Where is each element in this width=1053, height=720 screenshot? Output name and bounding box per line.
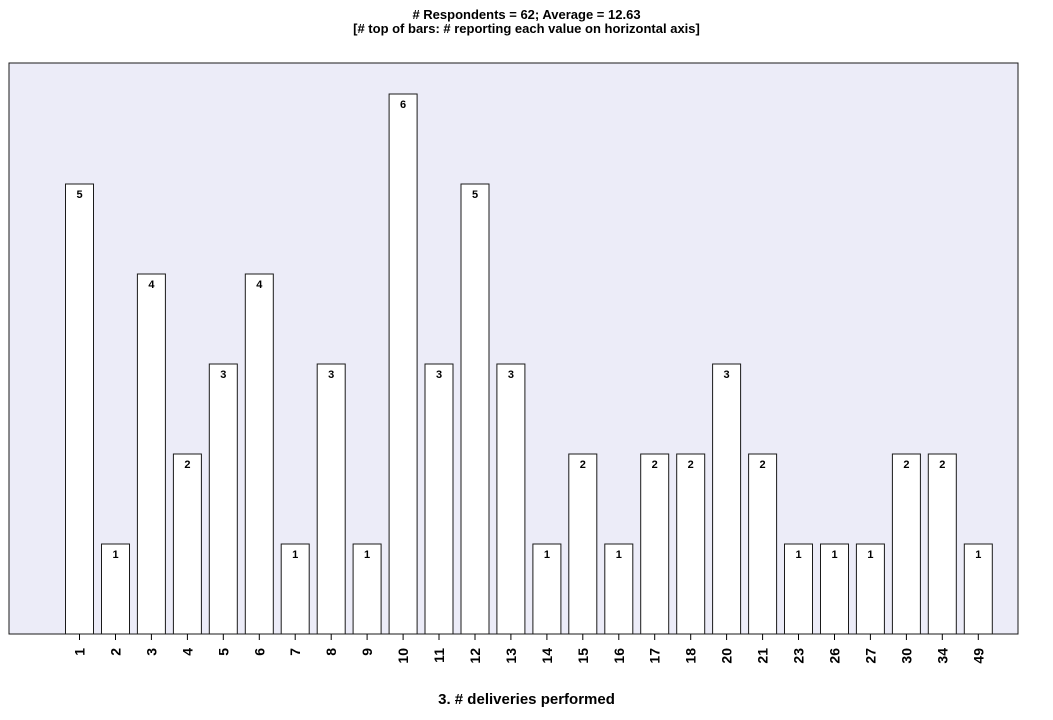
- data-label-4: 2: [184, 459, 190, 471]
- x-tick-label-12: 12: [467, 648, 483, 664]
- data-label-17: 2: [652, 459, 658, 471]
- bar-6: [244, 273, 274, 635]
- x-tick-label-4: 4: [179, 648, 195, 656]
- data-label-34: 2: [939, 459, 945, 471]
- bar-27: [855, 543, 885, 635]
- x-tick-label-11: 11: [431, 648, 447, 663]
- data-label-30: 2: [903, 459, 909, 471]
- data-label-12: 5: [472, 189, 478, 201]
- x-tick-label-34: 34: [934, 648, 950, 664]
- x-tick-label-26: 26: [827, 648, 843, 664]
- data-label-15: 2: [580, 459, 586, 471]
- data-label-6: 4: [256, 279, 263, 291]
- bar-15: [568, 453, 598, 635]
- data-label-1: 5: [76, 189, 82, 201]
- bar-13: [496, 363, 526, 635]
- data-label-11: 3: [436, 369, 442, 381]
- bar-26: [820, 543, 849, 635]
- bar-18: [676, 453, 706, 635]
- bar-34: [927, 453, 957, 635]
- data-label-7: 1: [292, 549, 298, 561]
- data-label-13: 3: [508, 369, 514, 381]
- x-tick-label-5: 5: [215, 648, 231, 656]
- data-label-18: 2: [688, 459, 694, 471]
- x-tick-label-1: 1: [72, 648, 88, 656]
- x-tick-label-17: 17: [647, 648, 663, 664]
- x-tick-label-18: 18: [683, 648, 699, 664]
- bar-1: [65, 183, 94, 635]
- data-label-14: 1: [544, 549, 550, 561]
- x-tick-label-2: 2: [108, 648, 124, 656]
- data-label-20: 3: [724, 369, 730, 381]
- bar-30: [891, 453, 921, 635]
- bar-4: [172, 453, 202, 635]
- bars-group: 5 1 4 2 3 4 1 3 1 6 3 5 3 1 2 1 2 2 3 2 1 1 1 2 2 1: [65, 93, 993, 635]
- bar-7: [280, 543, 310, 635]
- bar-3: [136, 273, 166, 635]
- bar-17: [640, 453, 670, 635]
- x-tick-label-27: 27: [862, 648, 878, 664]
- data-label-27: 1: [867, 549, 873, 561]
- data-label-5: 3: [220, 369, 226, 381]
- data-label-49: 1: [975, 549, 981, 561]
- data-label-9: 1: [364, 549, 370, 561]
- bar-20: [712, 363, 742, 635]
- data-label-16: 1: [616, 549, 622, 561]
- bar-21: [748, 453, 778, 635]
- data-label-10: 6: [400, 99, 406, 111]
- x-tick-label-10: 10: [395, 648, 411, 664]
- bar-23: [784, 543, 813, 635]
- chart-subtitle: [# top of bars: # reporting each value o…: [353, 21, 700, 36]
- x-tick-label-23: 23: [791, 648, 807, 664]
- data-label-26: 1: [831, 549, 837, 561]
- x-tick-label-13: 13: [503, 648, 519, 664]
- bar-49: [963, 543, 993, 635]
- x-tick-label-21: 21: [755, 648, 771, 664]
- x-tick-label-3: 3: [143, 648, 159, 656]
- x-axis-ticks: 1 2 3 4 5 6 7 8 9 10 11 12 13 14 15 16 17 18 20 21 23 26 27 30 3…: [72, 634, 986, 664]
- bar-16: [604, 543, 634, 635]
- data-label-2: 1: [112, 549, 118, 561]
- x-tick-label-16: 16: [611, 648, 627, 664]
- x-axis-label: 3. # deliveries performed: [438, 691, 615, 708]
- bar-12: [460, 183, 490, 635]
- x-tick-label-20: 20: [719, 648, 735, 664]
- bar-8: [316, 363, 346, 635]
- data-label-3: 4: [148, 279, 155, 291]
- x-tick-label-9: 9: [359, 648, 375, 656]
- x-tick-label-15: 15: [575, 648, 591, 664]
- data-label-8: 3: [328, 369, 334, 381]
- x-tick-label-8: 8: [323, 648, 339, 656]
- bar-10: [388, 93, 418, 635]
- data-label-21: 2: [760, 459, 766, 471]
- bar-9: [352, 543, 382, 635]
- chart-title: # Respondents = 62; Average = 12.63: [412, 7, 641, 22]
- x-tick-label-30: 30: [898, 648, 914, 664]
- x-tick-label-6: 6: [251, 648, 267, 656]
- bar-5: [208, 363, 238, 635]
- x-tick-label-49: 49: [970, 648, 986, 664]
- data-label-23: 1: [795, 549, 801, 561]
- x-tick-label-14: 14: [539, 648, 555, 664]
- x-tick-label-7: 7: [287, 648, 303, 656]
- bar-11: [424, 363, 454, 635]
